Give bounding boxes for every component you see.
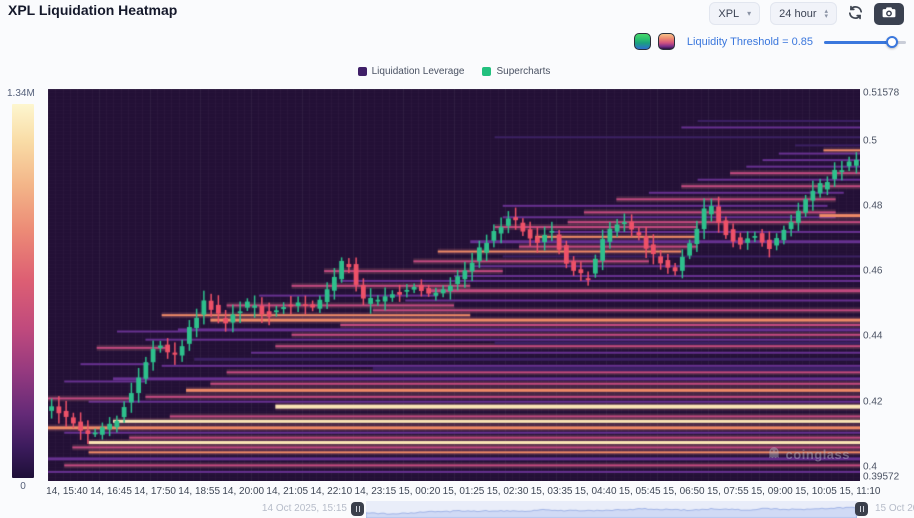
time-tick-label: 15, 04:40 <box>574 486 617 497</box>
price-tick-label: 0.4 <box>863 461 877 473</box>
chart-legend: Liquidation Leverage Supercharts <box>48 66 860 77</box>
colormap-swatch-viridis[interactable] <box>633 33 651 50</box>
time-tick-label: 14, 20:00 <box>222 486 265 497</box>
screenshot-button[interactable] <box>874 2 904 25</box>
threshold-controls: Liquidity Threshold = 0.85 <box>633 33 906 50</box>
time-tick-label: 15, 10:05 <box>795 486 837 497</box>
price-axis: 0.51578 0.5 0.48 0.46 0.44 0.42 0.4 0.39572 <box>863 87 913 483</box>
page-title: XPL Liquidation Heatmap <box>8 2 178 18</box>
time-tick-label: 14, 21:05 <box>266 486 309 497</box>
toolbar: XPL ▾ 24 hour ▴ ▾ <box>709 2 904 25</box>
slider-track-rest <box>896 40 906 44</box>
interval-select[interactable]: 24 hour ▴ ▾ <box>770 2 837 25</box>
price-tick-label: 0.44 <box>863 330 883 342</box>
interval-select-value: 24 hour <box>779 7 817 20</box>
scrubber-right-handle[interactable] <box>855 502 868 516</box>
legend-label: Liquidation Leverage <box>371 66 465 77</box>
time-tick-label: 15, 03:35 <box>530 486 573 497</box>
legend-swatch-purple <box>357 67 367 76</box>
time-tick-label: 14, 23:15 <box>354 486 397 497</box>
time-tick-label: 15, 05:45 <box>618 486 661 497</box>
time-tick-label: 14, 22:10 <box>310 486 353 497</box>
colorbar-gradient <box>12 104 34 478</box>
legend-swatch-green <box>482 67 492 76</box>
scrubber-start-timestamp: 14 Oct 2025, 15:15 <box>261 503 347 514</box>
spinner-up-down-icon[interactable]: ▴ ▾ <box>824 7 828 20</box>
scrubber-minimap[interactable] <box>366 501 857 518</box>
legend-item-supercharts[interactable]: Supercharts <box>482 66 550 77</box>
time-tick-label: 15, 00:20 <box>398 486 441 497</box>
scrubber-left-handle[interactable] <box>351 502 364 516</box>
time-tick-label: 15, 06:50 <box>662 486 705 497</box>
slider-handle[interactable] <box>886 35 898 48</box>
price-tick-label: 0.5 <box>863 135 877 147</box>
price-tick-label: 0.48 <box>863 200 883 212</box>
scrubber-end-timestamp: 15 Oct 202 <box>875 503 914 514</box>
price-tick-label: 0.42 <box>863 396 883 408</box>
refresh-button[interactable] <box>847 4 864 24</box>
price-tick-label: 0.46 <box>863 265 883 277</box>
time-tick-label: 15, 09:00 <box>751 486 793 497</box>
time-tick-label: 15, 07:55 <box>706 486 749 497</box>
price-tick-label: 0.39572 <box>863 471 900 483</box>
time-tick-label: 14, 16:45 <box>90 486 132 497</box>
liquidity-threshold-label: Liquidity Threshold = 0.85 <box>686 35 813 48</box>
colorbar-min-label: 0 <box>20 481 26 492</box>
colormap-swatch-magma[interactable] <box>657 33 675 50</box>
symbol-select-value: XPL <box>718 7 740 20</box>
chevron-down-icon: ▾ <box>747 9 752 18</box>
time-axis: 14, 15:40 14, 16:45 14, 17:50 14, 18:55 14, … <box>46 486 880 500</box>
time-tick-label: 14, 15:40 <box>46 486 88 497</box>
camera-icon <box>882 6 896 21</box>
heatmap-plot-area: coinglass <box>48 89 860 481</box>
legend-label: Supercharts <box>496 66 551 77</box>
colorbar-max-label: 1.34M <box>7 88 35 99</box>
price-tick-label: 0.51578 <box>863 87 900 99</box>
time-tick-label: 15, 01:25 <box>442 486 485 497</box>
refresh-icon <box>847 4 864 24</box>
liquidation-heatmap-canvas[interactable] <box>48 89 860 481</box>
time-tick-label: 14, 18:55 <box>178 486 221 497</box>
minimap-area-chart <box>366 501 857 518</box>
time-tick-label: 15, 02:30 <box>486 486 529 497</box>
slider-track-fill <box>824 40 890 44</box>
legend-item-liquidation-leverage[interactable]: Liquidation Leverage <box>357 66 465 77</box>
time-tick-label: 14, 17:50 <box>134 486 176 497</box>
time-range-scrubber: 14 Oct 2025, 15:15 15 Oct 202 <box>0 501 914 518</box>
symbol-select[interactable]: XPL ▾ <box>709 2 761 25</box>
liquidity-threshold-slider[interactable] <box>824 35 906 49</box>
time-tick-label: 15, 11:10 <box>839 486 881 497</box>
